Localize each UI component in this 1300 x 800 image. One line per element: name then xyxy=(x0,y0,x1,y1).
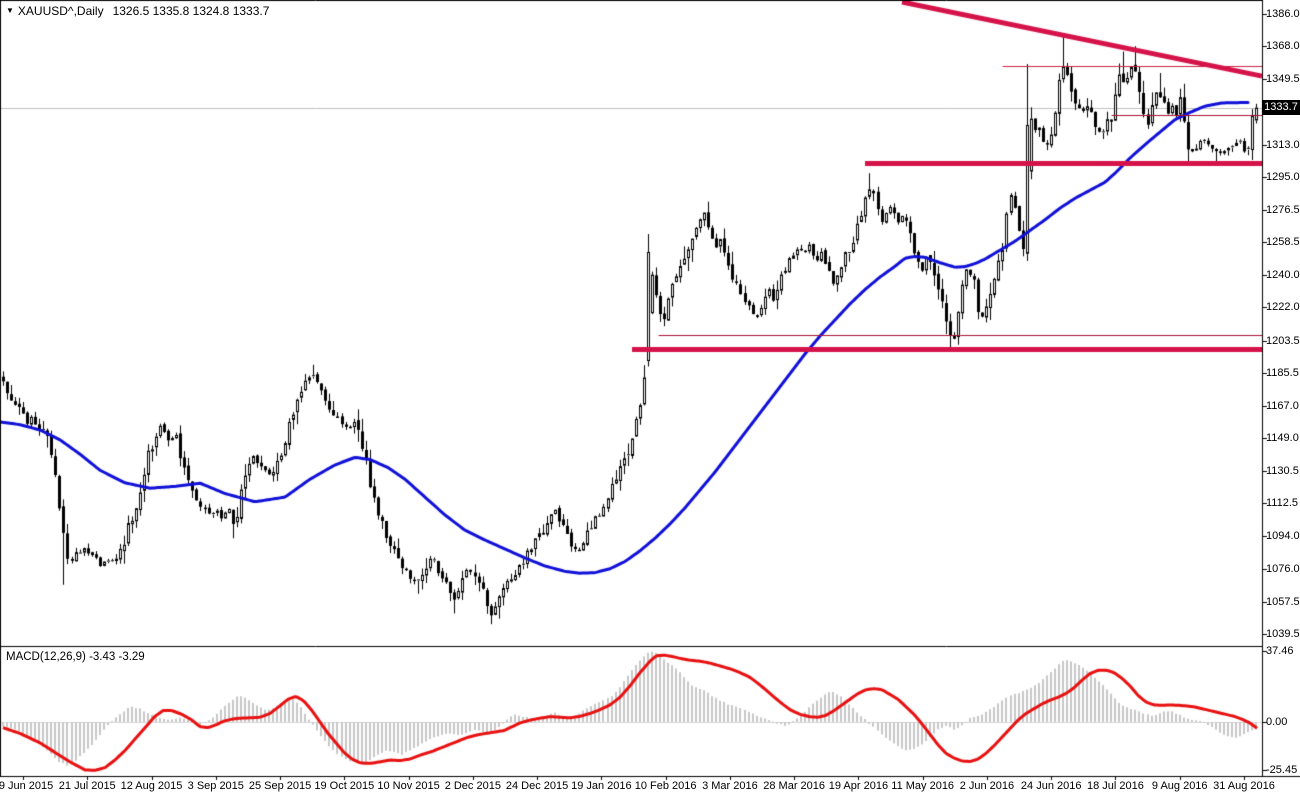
date-tick-label: 18 Jul 2016 xyxy=(1087,780,1144,792)
date-tick-label: 31 Aug 2016 xyxy=(1213,780,1275,792)
price-tick-label: 1076.0 xyxy=(1266,562,1300,575)
date-axis[interactable]: 29 Jun 2015 21 Jul 2015 12 Aug 2015 3 Sep 2… xyxy=(0,777,1300,800)
price-tick-label: 1258.5 xyxy=(1266,236,1300,249)
price-tick-label: 1057.5 xyxy=(1266,595,1300,608)
date-tick-label: 24 Jun 2016 xyxy=(1020,780,1082,792)
price-tick-label: 1185.5 xyxy=(1266,366,1299,379)
price-tick-label: 1349.5 xyxy=(1266,73,1300,86)
macd-axis[interactable]: 37.46 0.00 -25.45 xyxy=(1266,644,1300,777)
date-tick-label: 10 Feb 2016 xyxy=(634,780,697,792)
macd-tick-label: -25.45 xyxy=(1266,764,1298,777)
price-tick-label: 1167.0 xyxy=(1266,399,1299,412)
macd-tick-label: 37.46 xyxy=(1266,644,1294,657)
price-tick-label: 1386.0 xyxy=(1266,8,1300,20)
date-tick-label: 3 Sep 2015 xyxy=(187,780,244,792)
price-tick-label: 1276.5 xyxy=(1266,203,1300,216)
macd-indicator-label: MACD(12,26,9) -3.43 -3.29 xyxy=(6,651,145,663)
date-tick-label: 2 Jun 2016 xyxy=(959,780,1015,792)
price-tick-label: 1149.0 xyxy=(1266,432,1299,445)
price-tick-label: 1039.5 xyxy=(1266,627,1300,640)
price-axis[interactable]: 1386.01368.01349.51331.51313.01295.01276… xyxy=(1266,0,1300,646)
price-tick-label: 1368.0 xyxy=(1266,40,1300,53)
price-tick-label: 1222.0 xyxy=(1266,301,1300,314)
date-tick-label: 19 Oct 2015 xyxy=(314,780,375,792)
date-tick-label: 2 Dec 2015 xyxy=(444,780,501,792)
date-tick-label: 24 Dec 2015 xyxy=(505,780,569,792)
date-tick-label: 19 Jan 2016 xyxy=(571,780,632,792)
date-tick-label: 11 May 2016 xyxy=(891,780,955,792)
date-tick-label: 19 Apr 2016 xyxy=(828,780,889,792)
price-tick-label: 1130.5 xyxy=(1266,465,1299,478)
price-tick-label: 1203.5 xyxy=(1266,334,1300,347)
price-tick-label: 1313.0 xyxy=(1266,138,1300,151)
date-tick-label: 25 Sep 2015 xyxy=(248,780,312,792)
symbol-period-label: XAUUSD^,Daily xyxy=(17,4,104,18)
chart-title: ▼ XAUUSD^,Daily 1326.5 1335.8 1324.8 1333.… xyxy=(6,4,269,18)
price-tick-label: 1295.0 xyxy=(1266,170,1300,183)
date-tick-label: 12 Aug 2015 xyxy=(120,780,183,792)
symbol-dropdown-arrow-icon[interactable]: ▼ xyxy=(6,6,14,15)
date-tick-label: 9 Aug 2016 xyxy=(1151,780,1208,792)
date-tick-label: 3 Mar 2016 xyxy=(702,780,758,792)
macd-tick-label: 0.00 xyxy=(1266,716,1288,728)
price-tick-label: 1112.5 xyxy=(1266,497,1299,510)
date-tick-label: 29 Jun 2015 xyxy=(0,780,54,792)
ohlc-values-label: 1326.5 1335.8 1324.8 1333.7 xyxy=(112,4,270,18)
date-tick-label: 28 Mar 2016 xyxy=(763,780,826,792)
price-tick-label: 1240.0 xyxy=(1266,269,1300,282)
price-tick-label: 1094.0 xyxy=(1266,530,1300,543)
date-tick-label: 10 Nov 2015 xyxy=(377,780,440,792)
current-price-badge: 1333.7 xyxy=(1262,100,1300,115)
date-tick-label: 21 Jul 2015 xyxy=(58,780,116,792)
